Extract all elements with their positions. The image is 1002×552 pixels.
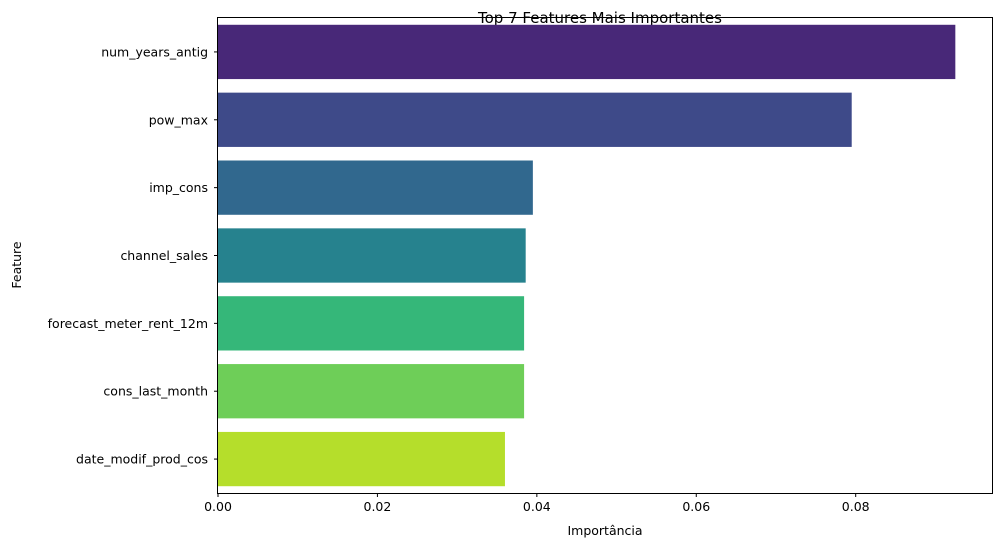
y-tick-label: pow_max (149, 112, 208, 127)
y-tick-label: forecast_meter_rent_12m (48, 316, 208, 331)
bar-forecast_meter_rent_12m (218, 296, 525, 351)
x-tick-label: 0.00 (204, 499, 232, 514)
y-axis-label: Feature (9, 241, 24, 289)
bar-channel_sales (218, 228, 526, 283)
y-tick-label: cons_last_month (103, 384, 208, 399)
x-axis-label: Importância (567, 523, 642, 538)
bar-cons_last_month (218, 364, 525, 419)
bar-imp_cons (218, 160, 533, 215)
bar-num_years_antig (218, 24, 956, 80)
x-axis-ticks: 0.00 0.02 0.04 0.06 0.08 (204, 493, 870, 514)
y-tick-label: date_modif_prod_cos (76, 452, 208, 467)
x-tick-label: 0.08 (842, 499, 870, 514)
bar-date_modif_prod_cos (218, 431, 505, 487)
y-tick-label: imp_cons (149, 180, 208, 195)
x-tick-label: 0.06 (682, 499, 710, 514)
bars-layer (218, 24, 956, 487)
y-axis-ticks: num_years_antig pow_max imp_cons channel_sa… (48, 44, 218, 467)
bar-pow_max (218, 92, 852, 147)
y-tick-label: channel_sales (120, 248, 208, 263)
x-tick-label: 0.04 (523, 499, 551, 514)
plot-frame (217, 17, 993, 494)
y-tick-label: num_years_antig (101, 44, 208, 59)
x-tick-label: 0.02 (364, 499, 392, 514)
